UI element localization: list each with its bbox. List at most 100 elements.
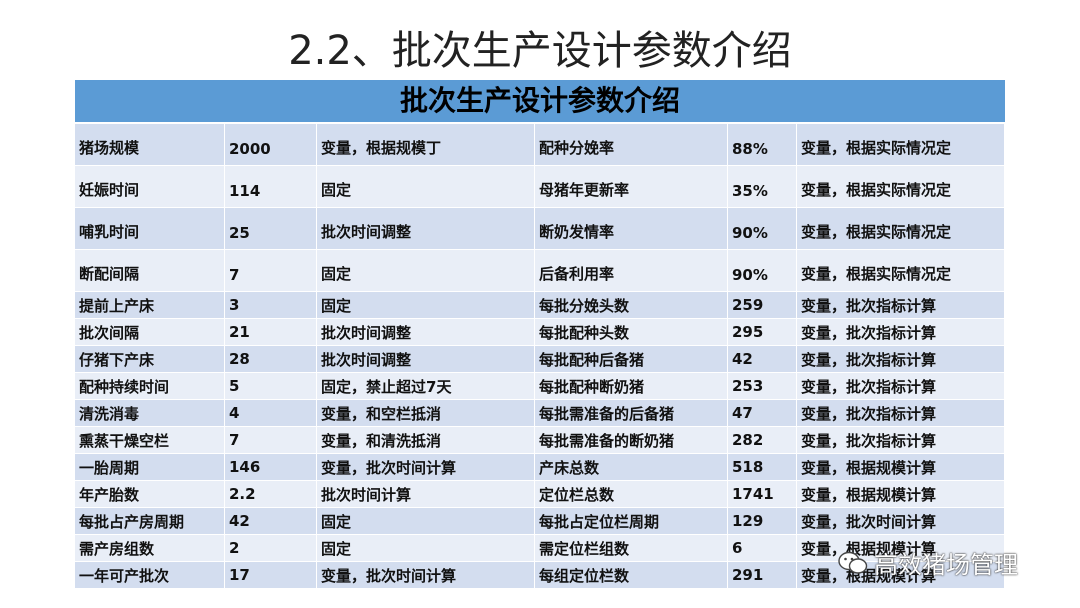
- table-cell: 7: [225, 427, 317, 453]
- table-row: 仔猪下产床 28 批次时间调整 每批配种后备猪 42 变量，批次指标计算: [75, 346, 1005, 373]
- table-cell: 变量，根据规模丁: [317, 124, 535, 165]
- table-cell: 批次时间调整: [317, 208, 535, 249]
- table-cell: 变量，根据规模计算: [797, 454, 1005, 480]
- table-cell: 每批需准备的后备猪: [535, 400, 728, 426]
- table: 批次生产设计参数介绍 猪场规模 2000 变量，根据规模丁 配种分娩率 88% 变量，根据…: [75, 80, 1005, 589]
- table-cell: 断配间隔: [75, 250, 225, 291]
- table-cell: 129: [728, 508, 797, 534]
- table-cell: 固定: [317, 508, 535, 534]
- table-cell: 47: [728, 400, 797, 426]
- table-row: 配种持续时间 5 固定，禁止超过7天 每批配种断奶猪 253 变量，批次指标计算: [75, 373, 1005, 400]
- table-cell: 114: [225, 166, 317, 207]
- table-cell: 2.2: [225, 481, 317, 507]
- table-cell: 每批配种后备猪: [535, 346, 728, 372]
- table-cell: 需产房组数: [75, 535, 225, 561]
- table-cell: 282: [728, 427, 797, 453]
- table-cell: 5: [225, 373, 317, 399]
- table-header: 批次生产设计参数介绍: [75, 80, 1005, 124]
- table-cell: 253: [728, 373, 797, 399]
- table-cell: 变量，根据实际情况定: [797, 166, 1005, 207]
- table-row: 断配间隔 7 固定 后备利用率 90% 变量，根据实际情况定: [75, 250, 1005, 292]
- table-cell: 需定位栏组数: [535, 535, 728, 561]
- table-cell: 妊娠时间: [75, 166, 225, 207]
- table-cell: 17: [225, 562, 317, 588]
- table-cell: 2: [225, 535, 317, 561]
- table-cell: 每批配种断奶猪: [535, 373, 728, 399]
- table-row: 妊娠时间 114 固定 母猪年更新率 35% 变量，根据实际情况定: [75, 166, 1005, 208]
- table-cell: 固定: [317, 166, 535, 207]
- table-cell: 每批配种头数: [535, 319, 728, 345]
- table-row: 熏蒸干燥空栏 7 变量，和清洗抵消 每批需准备的断奶猪 282 变量，批次指标计算: [75, 427, 1005, 454]
- table-cell: 28: [225, 346, 317, 372]
- table-cell: 变量，批次指标计算: [797, 319, 1005, 345]
- table-cell: 提前上产床: [75, 292, 225, 318]
- table-cell: 1741: [728, 481, 797, 507]
- slide-title: 2.2、批次生产设计参数介绍: [288, 28, 792, 74]
- table-cell: 批次时间计算: [317, 481, 535, 507]
- wechat-icon: [838, 551, 868, 574]
- table-cell: 3: [225, 292, 317, 318]
- table-cell: 变量，和清洗抵消: [317, 427, 535, 453]
- table-cell: 6: [728, 535, 797, 561]
- table-cell: 清洗消毒: [75, 400, 225, 426]
- table-cell: 295: [728, 319, 797, 345]
- table-cell: 固定: [317, 292, 535, 318]
- table-cell: 42: [728, 346, 797, 372]
- table-cell: 哺乳时间: [75, 208, 225, 249]
- table-cell: 21: [225, 319, 317, 345]
- table-cell: 35%: [728, 166, 797, 207]
- table-row: 需产房组数 2 固定 需定位栏组数 6 变量，根据规模计算: [75, 535, 1005, 562]
- table-cell: 291: [728, 562, 797, 588]
- table-row: 猪场规模 2000 变量，根据规模丁 配种分娩率 88% 变量，根据实际情况定: [75, 124, 1005, 166]
- table-cell: 变量，根据规模计算: [797, 535, 1005, 561]
- table-row: 哺乳时间 25 批次时间调整 断奶发情率 90% 变量，根据实际情况定: [75, 208, 1005, 250]
- table-cell: 变量，根据实际情况定: [797, 250, 1005, 291]
- table-row: 一胎周期 146 变量，批次时间计算 产床总数 518 变量，根据规模计算: [75, 454, 1005, 481]
- table-cell: 每批占定位栏周期: [535, 508, 728, 534]
- table-cell: 批次时间调整: [317, 346, 535, 372]
- table-cell: 变量，和空栏抵消: [317, 400, 535, 426]
- table-cell: 25: [225, 208, 317, 249]
- table-cell: 变量，批次时间计算: [317, 454, 535, 480]
- table-cell: 90%: [728, 208, 797, 249]
- table-cell: 每组定位栏数: [535, 562, 728, 588]
- table-cell: 定位栏总数: [535, 481, 728, 507]
- table-cell: 产床总数: [535, 454, 728, 480]
- table-cell: 变量，批次指标计算: [797, 346, 1005, 372]
- table-cell: 配种分娩率: [535, 124, 728, 165]
- table-cell: 42: [225, 508, 317, 534]
- table-cell: 变量，批次指标计算: [797, 373, 1005, 399]
- table-cell: 一胎周期: [75, 454, 225, 480]
- table-cell: 固定: [317, 535, 535, 561]
- watermark-text: 高效猪场管理: [874, 551, 1018, 579]
- table-cell: 518: [728, 454, 797, 480]
- table-cell: 批次间隔: [75, 319, 225, 345]
- table-cell: 变量，根据实际情况定: [797, 208, 1005, 249]
- table-row: 每批占产房周期 42 固定 每批占定位栏周期 129 变量，批次时间计算: [75, 508, 1005, 535]
- table-cell: 每批分娩头数: [535, 292, 728, 318]
- table-cell: 熏蒸干燥空栏: [75, 427, 225, 453]
- table-cell: 变量，批次指标计算: [797, 427, 1005, 453]
- table-cell: 猪场规模: [75, 124, 225, 165]
- table-row: 年产胎数 2.2 批次时间计算 定位栏总数 1741 变量，根据规模计算: [75, 481, 1005, 508]
- table-cell: 7: [225, 250, 317, 291]
- table-cell: 变量，批次时间计算: [317, 562, 535, 588]
- table-cell: 固定，禁止超过7天: [317, 373, 535, 399]
- table-cell: 批次时间调整: [317, 319, 535, 345]
- table-cell: 变量，批次指标计算: [797, 400, 1005, 426]
- table-cell: 年产胎数: [75, 481, 225, 507]
- table-cell: 断奶发情率: [535, 208, 728, 249]
- table-row: 批次间隔 21 批次时间调整 每批配种头数 295 变量，批次指标计算: [75, 319, 1005, 346]
- table-cell: 变量，批次时间计算: [797, 508, 1005, 534]
- table-cell: 88%: [728, 124, 797, 165]
- table-cell: 90%: [728, 250, 797, 291]
- table-row: 提前上产床 3 固定 每批分娩头数 259 变量，批次指标计算: [75, 292, 1005, 319]
- table-cell: 母猪年更新率: [535, 166, 728, 207]
- table-cell: 2000: [225, 124, 317, 165]
- table-cell: 一年可产批次: [75, 562, 225, 588]
- watermark: 高效猪场管理: [838, 545, 1018, 580]
- table-row: 清洗消毒 4 变量，和空栏抵消 每批需准备的后备猪 47 变量，批次指标计算: [75, 400, 1005, 427]
- table-cell: 每批占产房周期: [75, 508, 225, 534]
- table-cell: 每批需准备的断奶猪: [535, 427, 728, 453]
